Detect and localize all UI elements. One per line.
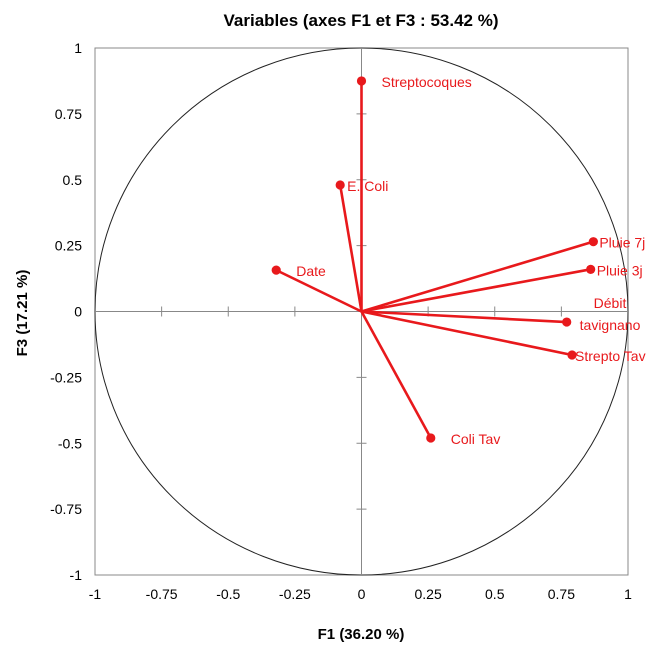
y-tick-label: 0.5 [63, 172, 83, 188]
x-axis-title: F1 (36.20 %) [318, 626, 405, 643]
point-label: Pluie 3j [597, 262, 643, 278]
data-point [567, 350, 577, 360]
y-tick-label: 0 [74, 304, 82, 320]
data-point [356, 76, 367, 86]
vector-line [361, 310, 567, 324]
x-tick-label: 0 [358, 586, 366, 602]
y-tick-label: 0.25 [55, 238, 82, 254]
y-tick-label: -0.5 [58, 435, 82, 451]
data-point [426, 433, 436, 443]
point-label: Débit tavignano [580, 295, 641, 333]
y-tick-label: -0.75 [50, 501, 82, 517]
y-axis-title: F3 (17.21 %) [14, 270, 31, 357]
y-tick-label: 0.75 [55, 106, 82, 122]
x-tick-label: -0.75 [146, 586, 178, 602]
point-label: Pluie 7j [599, 235, 645, 251]
point-label: Date [296, 263, 326, 279]
data-point [271, 265, 281, 275]
data-point [335, 180, 345, 190]
data-point [588, 237, 598, 247]
plot-area: -1 -0.75 -0.5 -0.25 0 0.25 0.5 0.75 1 -1 -0.75 -0.5… [50, 40, 646, 602]
y-tick-label: -0.25 [50, 369, 82, 385]
x-tick-label: -1 [89, 586, 102, 602]
chart-title: Variables (axes F1 et F3 : 53.42 %) [224, 11, 499, 30]
vector-line [361, 310, 573, 357]
y-tick-label: -1 [70, 567, 83, 583]
x-tick-label: -0.25 [279, 586, 311, 602]
x-tick-label: 1 [624, 586, 632, 602]
vector-line [360, 310, 432, 439]
data-point [562, 317, 572, 327]
point-label: Streptocoques [382, 74, 472, 90]
point-label: Strepto Tav [575, 348, 646, 364]
x-tick-label: 0.5 [485, 586, 505, 602]
vector-line [361, 268, 591, 313]
vector-line [275, 268, 363, 313]
x-tick-label: 0.75 [548, 586, 575, 602]
y-tick-label: 1 [74, 40, 82, 56]
vector-line [338, 184, 363, 312]
data-point [586, 264, 596, 274]
x-tick-label: -0.5 [216, 586, 240, 602]
point-label: Coli Tav [451, 431, 501, 447]
point-label: E. Coli [347, 178, 388, 194]
x-tick-label: 0.25 [415, 586, 442, 602]
vector-line [361, 240, 594, 313]
